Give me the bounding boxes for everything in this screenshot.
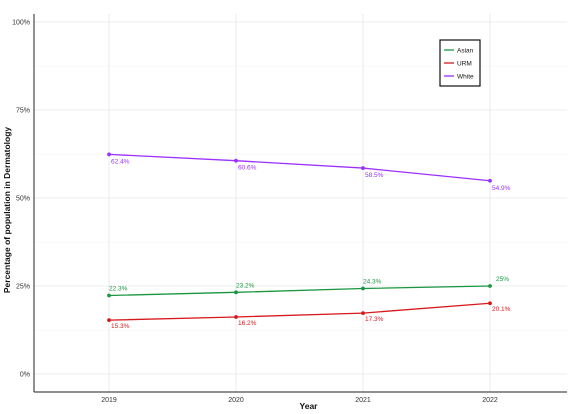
series-line-urm — [108, 302, 491, 321]
x-tick-label: 2022 — [482, 397, 498, 404]
data-label-urm: 20.1% — [492, 306, 511, 313]
y-tick-label: 0% — [20, 372, 30, 379]
legend: Asian URM White — [439, 39, 481, 87]
legend-label-white: White — [457, 73, 474, 80]
x-tick-label: 2020 — [228, 397, 244, 404]
y-tick-label: 50% — [16, 196, 30, 203]
data-label-asian: 24.3% — [363, 278, 382, 285]
data-point-asian — [107, 293, 111, 298]
data-label-asian: 23.2% — [236, 282, 255, 289]
series-line-asian — [108, 285, 491, 297]
legend-label-urm: URM — [457, 60, 472, 67]
data-point-urm — [107, 318, 111, 323]
series-line-white — [108, 153, 491, 182]
data-label-urm: 15.3% — [111, 323, 130, 330]
data-point-white — [234, 158, 238, 163]
data-label-white: 62.4% — [111, 158, 130, 165]
data-label-urm: 16.2% — [238, 320, 257, 327]
data-label-white: 58.5% — [365, 172, 384, 179]
data-point-white — [107, 152, 111, 157]
data-point-urm — [488, 301, 492, 306]
data-labels: 22.3% 23.2% 24.3% 25% 15.3% 16.2% 17.3% 20.1% 62… — [109, 158, 511, 330]
x-tick-label: 2019 — [101, 397, 117, 404]
data-label-asian: 25% — [496, 276, 509, 283]
x-tick-label: 2021 — [355, 397, 371, 404]
data-point-asian — [234, 290, 238, 295]
data-label-asian: 22.3% — [109, 286, 128, 293]
y-tick-label: 100% — [12, 20, 30, 27]
axes — [33, 14, 567, 393]
grid — [34, 14, 567, 392]
x-axis-title: Year — [300, 401, 319, 411]
y-tick-label: 75% — [16, 108, 30, 115]
data-point-white — [488, 178, 492, 183]
data-point-asian — [361, 286, 365, 291]
data-point-white — [361, 166, 365, 170]
data-label-white: 60.6% — [238, 165, 257, 172]
y-tick-labels: 0% 25% 50% 75% 100% — [12, 20, 30, 379]
data-label-white: 54.9% — [492, 185, 511, 192]
data-point-asian — [488, 284, 492, 288]
y-tick-label: 25% — [16, 284, 30, 291]
legend-label-asian: Asian — [457, 47, 474, 54]
data-point-urm — [361, 311, 365, 316]
series-group — [107, 152, 492, 323]
data-point-urm — [234, 315, 238, 319]
y-axis-title: Percentage of population in Dermatology — [2, 127, 12, 294]
x-tick-labels: 2019 2020 2021 2022 — [101, 397, 498, 404]
data-label-urm: 17.3% — [365, 316, 384, 323]
